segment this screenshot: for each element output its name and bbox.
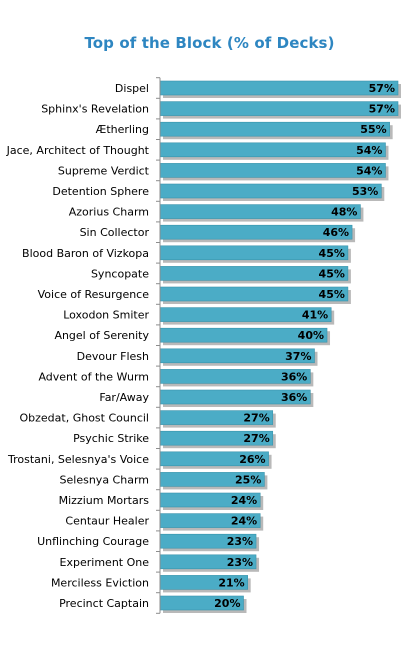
category-label: Syncopate <box>91 267 149 280</box>
data-label: 27% <box>243 432 269 445</box>
bar <box>159 101 399 116</box>
category-label: Merciless Eviction <box>51 576 149 589</box>
data-label: 25% <box>235 473 261 486</box>
category-label: Detention Sphere <box>52 185 149 198</box>
data-label: 24% <box>231 494 257 507</box>
category-label: Loxodon Smiter <box>63 309 149 322</box>
data-label: 48% <box>331 206 357 219</box>
data-label: 57% <box>369 82 395 95</box>
category-label: Blood Baron of Vizkopa <box>22 247 149 260</box>
category-label: Sphinx's Revelation <box>41 103 149 116</box>
data-label: 53% <box>352 185 378 198</box>
data-label: 45% <box>319 247 345 260</box>
data-label: 36% <box>281 391 307 404</box>
bar <box>159 142 386 158</box>
data-label: 37% <box>285 350 311 363</box>
category-label: Trostani, Selesnya's Voice <box>7 453 149 466</box>
category-label: Devour Flesh <box>77 350 149 363</box>
data-label: 55% <box>360 123 386 136</box>
category-label: Supreme Verdict <box>58 164 150 177</box>
bar <box>159 121 390 137</box>
category-label: Angel of Serenity <box>54 329 149 342</box>
data-label: 45% <box>319 288 345 301</box>
data-label: 57% <box>369 103 395 116</box>
bar <box>159 80 399 96</box>
bar <box>159 183 382 199</box>
category-label: Jace, Architect of Thought <box>6 144 150 157</box>
category-label: Centaur Healer <box>65 515 149 528</box>
data-label: 20% <box>214 597 240 610</box>
category-label: Obzedat, Ghost Council <box>20 412 150 425</box>
data-label: 21% <box>218 576 244 589</box>
category-label: Unflinching Courage <box>37 535 149 548</box>
data-label: 26% <box>239 453 265 466</box>
data-label: 46% <box>323 226 349 239</box>
data-label: 54% <box>356 144 382 157</box>
data-label: 40% <box>298 329 324 342</box>
data-label: 36% <box>281 370 307 383</box>
data-label: 45% <box>319 267 345 280</box>
data-label: 23% <box>227 535 253 548</box>
chart-title: Top of the Block (% of Decks) <box>84 34 335 52</box>
category-label: Psychic Strike <box>73 432 149 445</box>
category-label: Far/Away <box>99 391 149 404</box>
category-label: Selesnya Charm <box>60 473 149 486</box>
category-label: Sin Collector <box>80 226 150 239</box>
category-label: Precinct Captain <box>59 597 149 610</box>
category-label: Dispel <box>115 82 149 95</box>
category-label: Mizzium Mortars <box>59 494 150 507</box>
data-label: 27% <box>243 412 269 425</box>
data-label: 41% <box>302 309 328 322</box>
data-label: 24% <box>231 515 257 528</box>
data-label: 54% <box>356 164 382 177</box>
category-label: Azorius Charm <box>69 206 149 219</box>
data-label: 23% <box>227 556 253 569</box>
category-label: Experiment One <box>60 556 150 569</box>
category-label: Ætherling <box>96 123 149 136</box>
category-label: Advent of the Wurm <box>38 370 149 383</box>
bar <box>159 163 386 178</box>
category-label: Voice of Resurgence <box>38 288 150 301</box>
